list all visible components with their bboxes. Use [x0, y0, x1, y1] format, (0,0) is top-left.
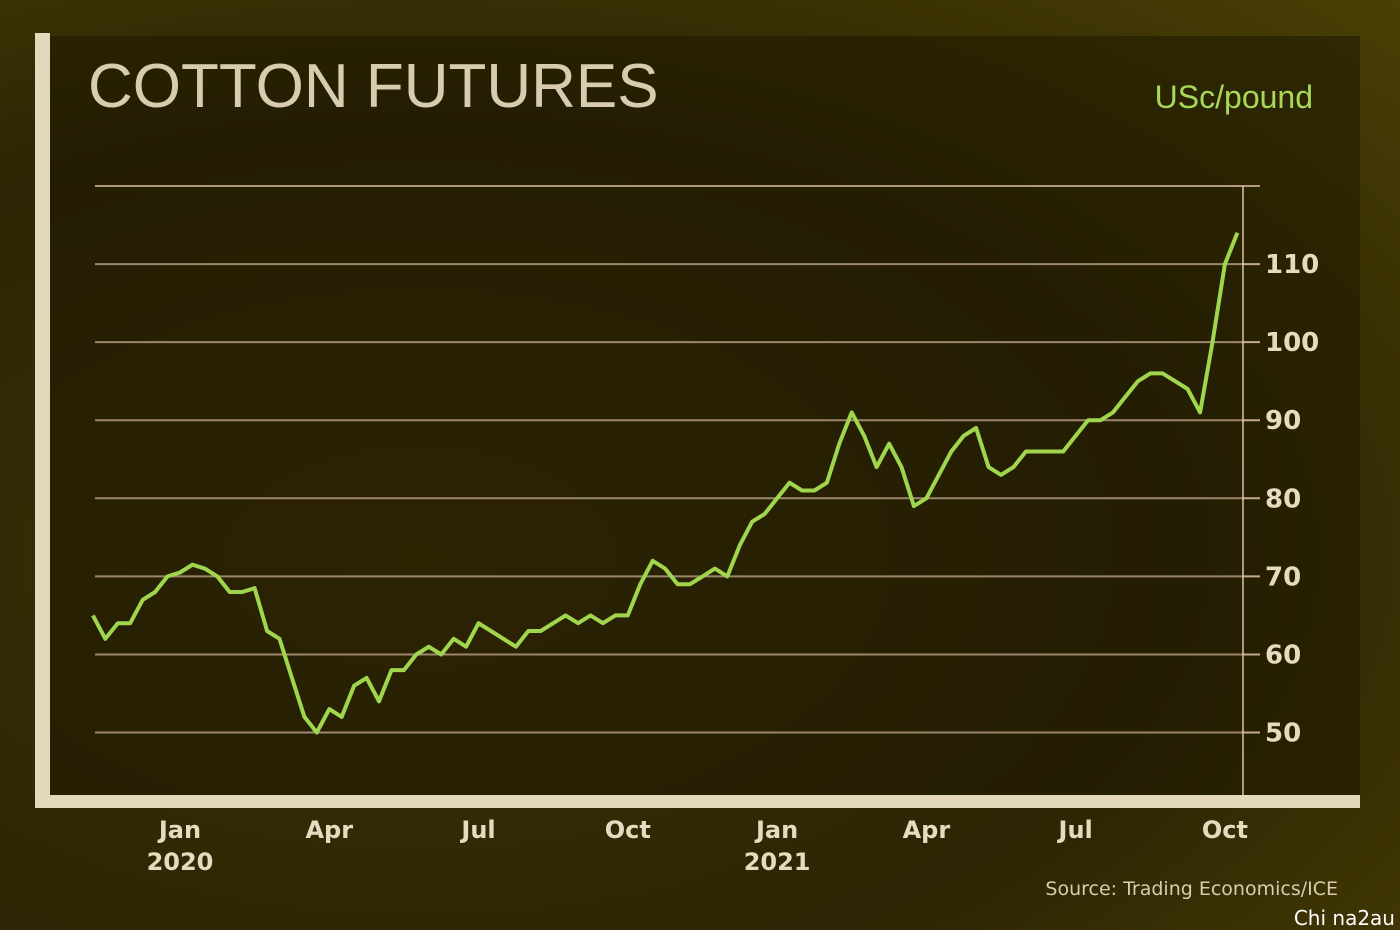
- y-tick-label: 100: [1265, 328, 1319, 358]
- frame-left: [35, 33, 50, 808]
- x-tick-label: Apr: [305, 816, 354, 844]
- x-tick-label: Oct: [604, 816, 651, 844]
- x-tick-label: Jul: [461, 816, 496, 844]
- y-tick-label: 110: [1265, 250, 1319, 280]
- watermark: Chi na2au: [1294, 906, 1395, 930]
- x-tick-label: Apr: [902, 816, 951, 844]
- x-tick-label: Oct: [1201, 816, 1248, 844]
- frame-bottom: [35, 795, 1360, 808]
- x-tick-label: Jan 2021: [743, 816, 811, 876]
- y-tick-label: 80: [1265, 484, 1301, 514]
- x-tick-label: Jan 2020: [146, 816, 214, 876]
- y-tick-label: 60: [1265, 640, 1301, 670]
- price-line: [91, 232, 1240, 735]
- y-tick-label: 50: [1265, 719, 1301, 749]
- y-tick-label: 70: [1265, 562, 1301, 592]
- unit-label: USc/pound: [1155, 79, 1313, 115]
- panel: [50, 36, 1360, 796]
- chart-title: COTTON FUTURES: [88, 52, 659, 121]
- y-tick-label: 90: [1265, 406, 1301, 436]
- x-tick-label: Jul: [1058, 816, 1093, 844]
- source: Source: Trading Economics/ICE: [1045, 878, 1338, 900]
